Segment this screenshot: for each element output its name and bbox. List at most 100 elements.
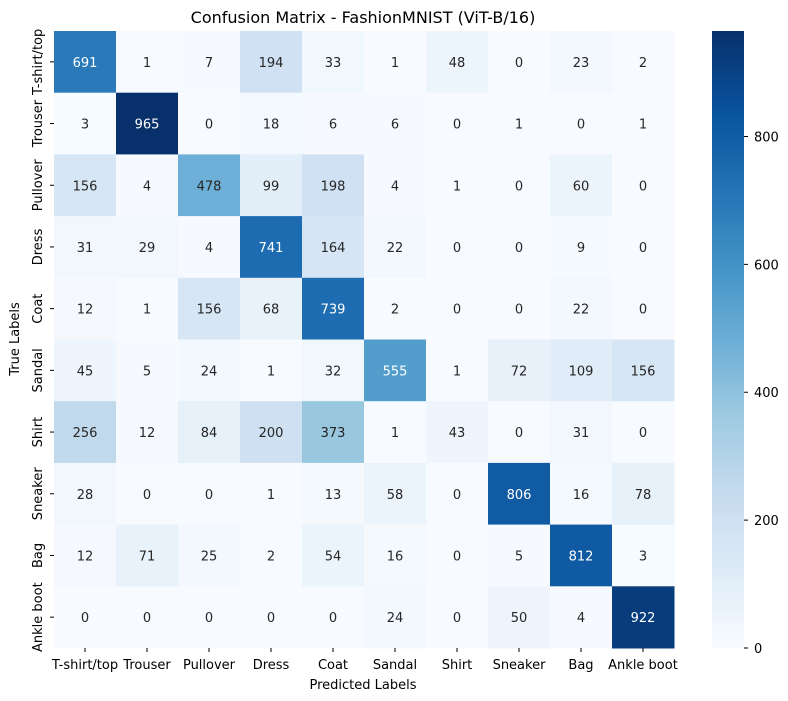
cell-value-label: 0 [639,179,647,194]
heatmap-cell [54,462,117,526]
cell-value-label: 741 [259,241,284,256]
cell-value-label: 0 [515,303,523,318]
heatmap-cell [302,339,365,402]
heatmap-cell [178,277,241,340]
heatmap-cell [364,31,427,94]
heatmap-cell [302,524,365,587]
cell-value-label: 0 [453,241,461,256]
cell-value-label: 0 [515,241,523,256]
heatmap-cell [426,216,489,279]
heatmap-cell [240,524,303,587]
heatmap-cell [178,154,241,217]
cell-value-label: 806 [507,488,532,503]
cell-value-label: 29 [139,241,156,256]
cell-value-label: 31 [77,241,94,256]
cell-value-label: 0 [639,241,647,256]
cell-value-label: 28 [77,488,94,503]
y-tick-label: Pullover [31,159,46,212]
cell-value-label: 0 [515,426,523,441]
heatmap-cell [54,339,117,402]
cell-value-label: 0 [205,118,213,133]
heatmap-cell [116,92,179,155]
cell-value-label: 1 [143,56,151,71]
cell-value-label: 43 [449,426,466,441]
x-tick-label: Pullover [183,658,236,673]
x-tick-labels: T-shirt/top Trouser Pullover Dress Coat Sanda… [51,648,678,673]
cell-value-label: 23 [573,56,590,71]
heatmap-cell [302,31,365,94]
heatmap-cell [240,154,303,217]
x-tick-label: Shirt [442,658,473,673]
heatmap-cell [364,462,427,526]
colorbar-tick-label: 400 [754,386,779,401]
heatmap-cell [488,586,551,649]
heatmap-cell [550,31,613,94]
cell-value-label: 6 [391,118,399,133]
y-tick-label: Sneaker [31,467,46,521]
heatmap-cell [54,401,117,464]
y-tick-label: Coat [31,294,46,324]
cell-value-label: 812 [569,549,594,564]
heatmap-cell [178,339,241,402]
cell-value-label: 54 [325,549,342,564]
heatmap-cell [116,216,179,279]
cell-value-label: 691 [73,56,98,71]
heatmap-cell [612,92,675,155]
cell-value-label: 0 [143,488,151,503]
heatmap-cell [426,401,489,464]
cell-value-label: 0 [143,611,151,626]
cell-value-label: 22 [573,303,590,318]
heatmap-cell [488,216,551,279]
cell-value-label: 13 [325,488,342,503]
chart-title: Confusion Matrix - FashionMNIST (ViT-B/1… [191,8,536,27]
cell-value-label: 1 [391,426,399,441]
cell-value-label: 50 [511,611,528,626]
heatmap-cell [178,92,241,155]
heatmap-cell [302,401,365,464]
heatmap-cell [550,154,613,217]
heatmap-cell [612,31,675,94]
cell-value-label: 2 [391,303,399,318]
y-tick-label: Trouser [31,99,46,148]
cell-value-label: 4 [143,179,151,194]
cell-value-label: 965 [135,118,160,133]
cell-value-label: 9 [577,241,585,256]
cell-value-label: 6 [329,118,337,133]
x-tick-label: Dress [253,658,290,673]
cell-value-label: 156 [197,303,222,318]
y-tick-labels: T-shirt/top Trouser Pullover Dress Coat Sanda… [31,29,54,652]
heatmap-cell [550,92,613,155]
heatmap-cell [240,401,303,464]
x-tick-label: Sandal [373,658,417,673]
cell-value-label: 25 [201,549,218,564]
heatmap-cell [178,216,241,279]
x-axis-label: Predicted Labels [309,678,416,693]
heatmap-cell [426,339,489,402]
heatmap-cell [116,31,179,94]
heatmap-cell [240,586,303,649]
heatmap-cell [302,462,365,526]
heatmap-cell [612,401,675,464]
cell-value-label: 156 [73,179,98,194]
cell-value-label: 0 [453,611,461,626]
heatmap-cell [178,524,241,587]
heatmap-cell [240,339,303,402]
heatmap-cell [364,339,427,402]
cell-value-label: 0 [515,56,523,71]
heatmap-cell [612,586,675,649]
heatmap-cell [488,92,551,155]
heatmap-cell [54,277,117,340]
cell-value-label: 200 [259,426,284,441]
heatmap-cell [550,462,613,526]
cell-value-label: 256 [73,426,98,441]
cell-value-label: 12 [139,426,156,441]
heatmap-cell [240,277,303,340]
heatmap-cell [178,586,241,649]
cell-value-label: 12 [77,303,94,318]
cell-value-label: 33 [325,56,342,71]
heatmap-cell [54,154,117,217]
cell-value-label: 99 [263,179,280,194]
cell-value-label: 22 [387,241,404,256]
heatmap-cell [550,339,613,402]
cell-value-label: 109 [569,364,594,379]
